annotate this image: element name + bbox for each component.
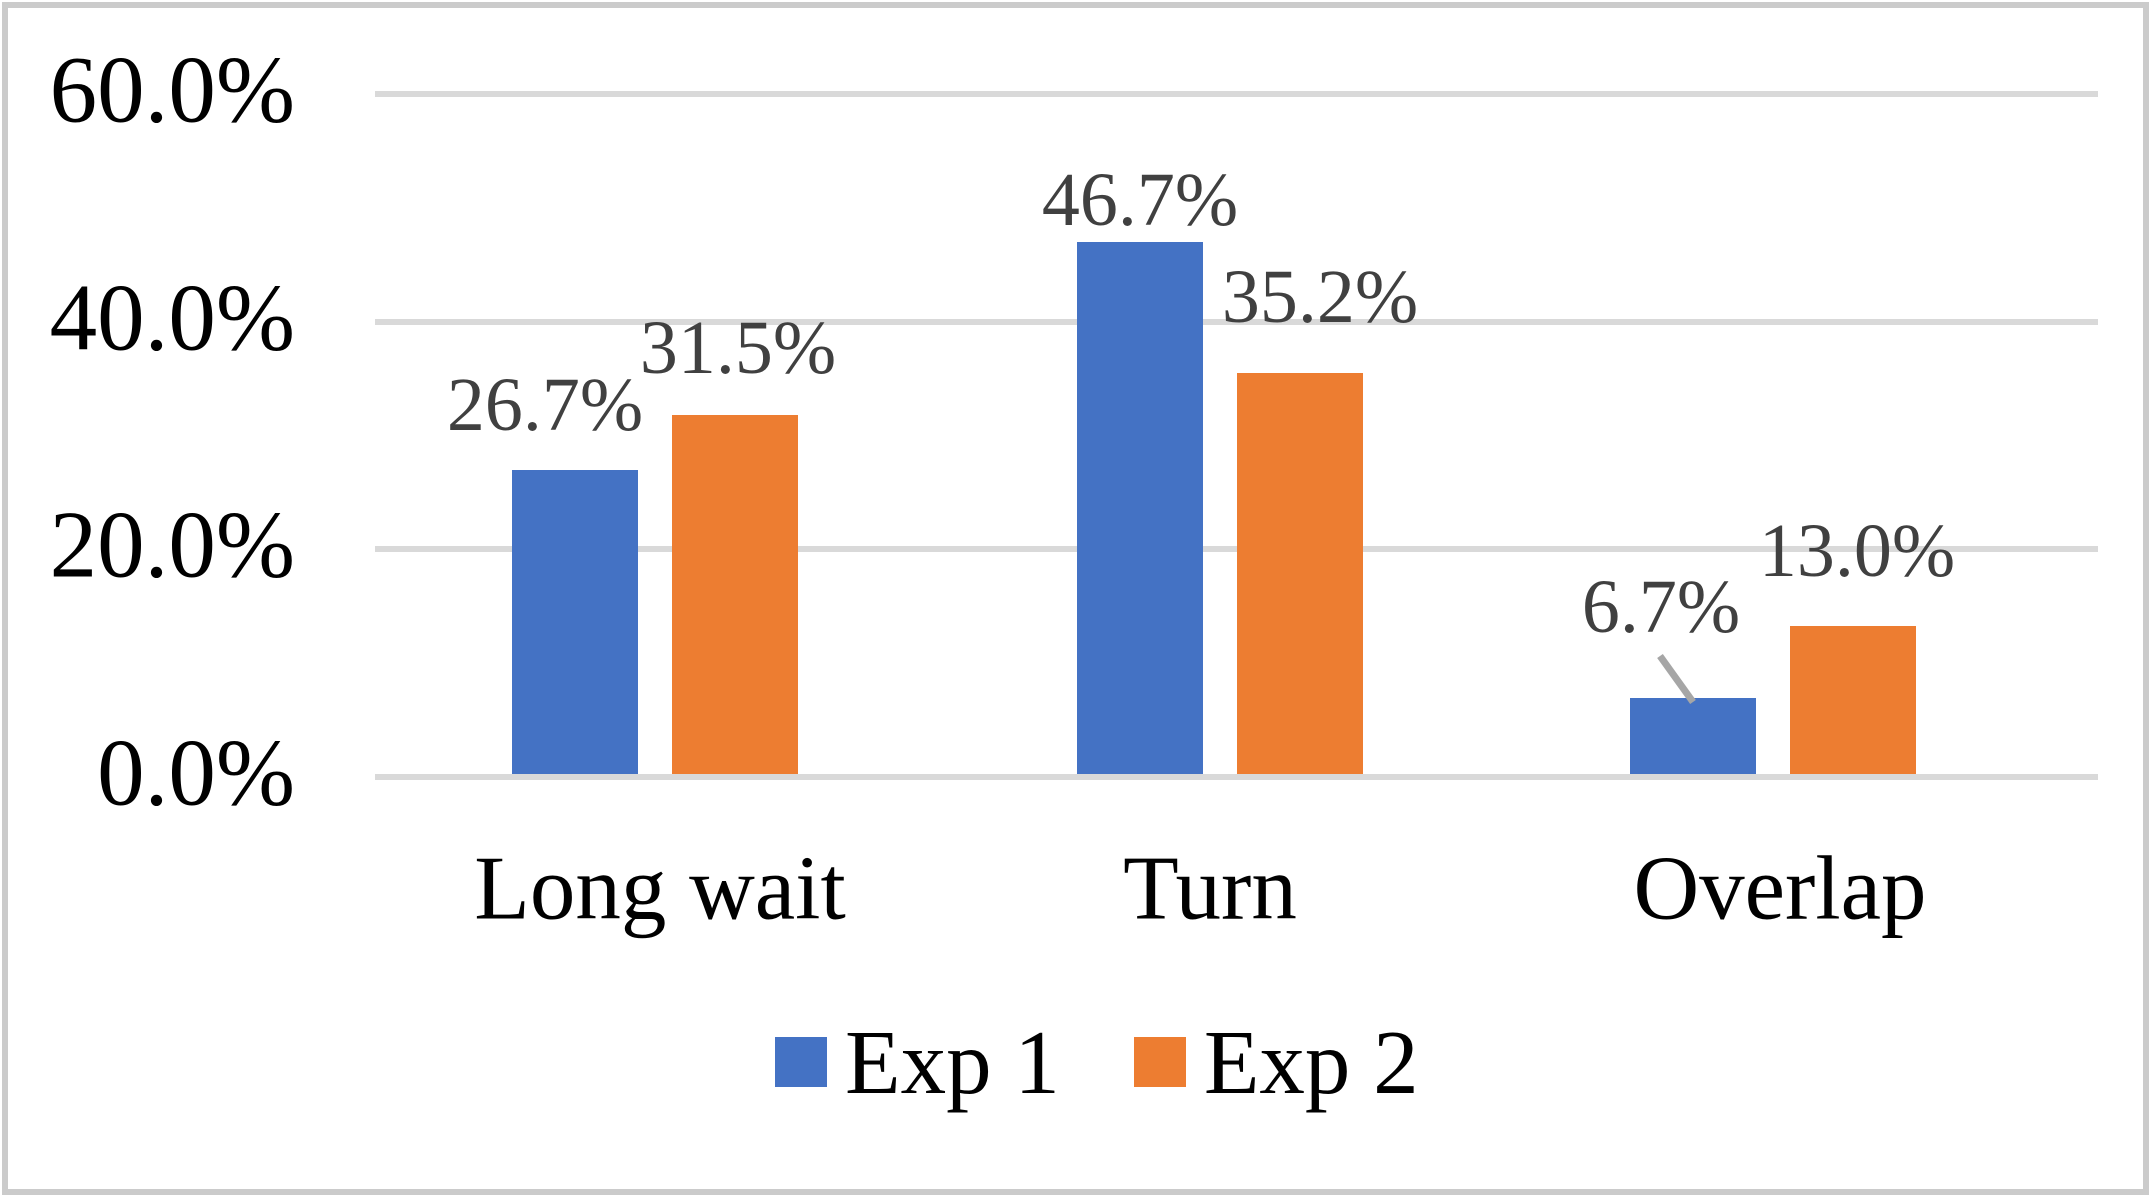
- bar-overlap-exp1: [1630, 698, 1756, 774]
- category-label-turn: Turn: [1123, 837, 1297, 939]
- bar-long-wait-exp1: [512, 470, 638, 774]
- gridline-60pct: [375, 91, 2098, 97]
- data-label-turn-exp2: 35.2%: [1221, 255, 1419, 339]
- data-label-turn-exp1: 46.7%: [1041, 158, 1239, 242]
- category-label-overlap: Overlap: [1633, 837, 1927, 939]
- y-axis-tick-0: 0.0%: [97, 719, 295, 826]
- data-label-long-wait-exp2: 31.5%: [639, 306, 837, 390]
- gridline-40pct: [375, 319, 2098, 325]
- y-axis-tick-20: 20.0%: [49, 491, 295, 598]
- y-axis-tick-40: 40.0%: [49, 264, 295, 371]
- callout-leader-line: [1657, 653, 1696, 705]
- legend-swatch-exp1: [775, 1037, 827, 1087]
- data-label-overlap-exp2: 13.0%: [1758, 509, 1956, 593]
- bar-overlap-exp2: [1790, 626, 1916, 774]
- legend-label-exp2: Exp 2: [1203, 1011, 1419, 1113]
- category-label-long-wait: Long wait: [474, 837, 846, 939]
- legend: Exp 1 Exp 2: [775, 1017, 1419, 1108]
- legend-label-exp1: Exp 1: [845, 1011, 1060, 1113]
- gridline-20pct: [375, 546, 2098, 552]
- data-label-overlap-exp1: 6.7%: [1581, 565, 1741, 649]
- gridline-0pct: [375, 774, 2098, 780]
- data-label-long-wait-exp1: 26.7%: [446, 363, 644, 447]
- bar-long-wait-exp2: [672, 415, 798, 774]
- y-axis-tick-60: 60.0%: [49, 36, 295, 143]
- bar-turn-exp2: [1237, 373, 1363, 774]
- bar-turn-exp1: [1077, 242, 1203, 774]
- legend-swatch-exp2: [1133, 1037, 1186, 1087]
